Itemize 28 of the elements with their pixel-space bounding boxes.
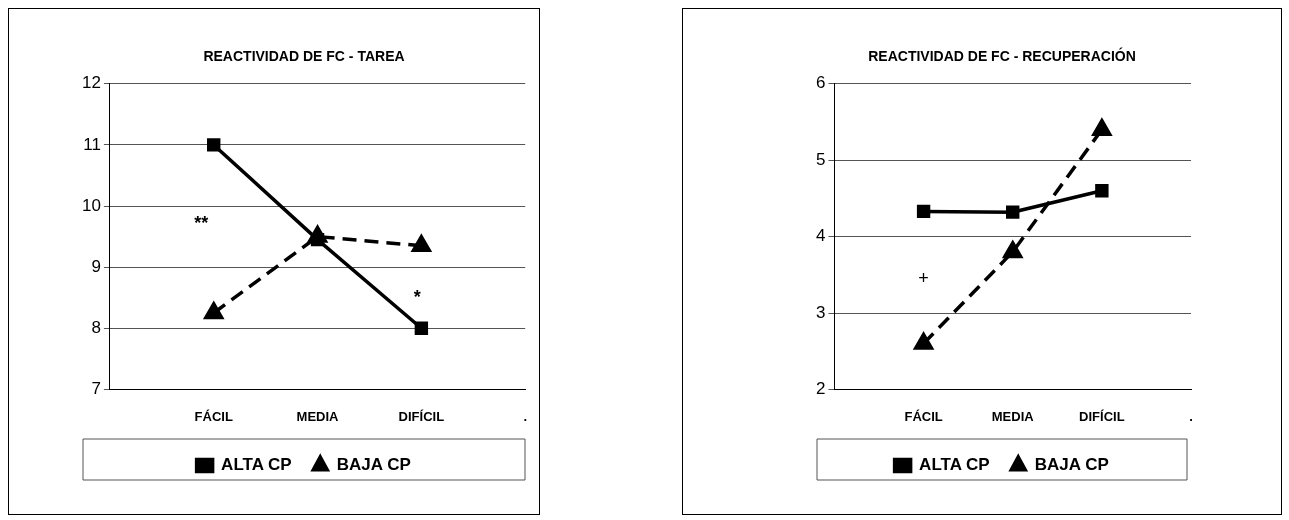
y-tick-label: 2 [815, 379, 826, 399]
x-tick-label: . [1189, 408, 1193, 424]
y-tick-label: 3 [815, 302, 826, 322]
legend-label: BAJA CP [336, 455, 411, 475]
legend-label: ALTA CP [221, 455, 292, 475]
x-tick-label: MEDIA [991, 408, 1035, 424]
x-tick-label: DIFÍCIL [398, 408, 445, 424]
chart-title: REACTIVIDAD DE FC - TAREA [203, 48, 405, 65]
x-tick-label: DIFÍCIL [1079, 408, 1125, 424]
annotation: + [918, 268, 929, 289]
chart-title: REACTIVIDAD DE FC - RECUPERACIÓN [868, 47, 1136, 65]
annotation: ** [194, 213, 209, 234]
y-tick-label: 9 [91, 256, 101, 276]
y-tick-label: 12 [81, 73, 101, 93]
y-tick-label: 6 [815, 73, 826, 93]
legend-label: BAJA CP [1034, 455, 1109, 475]
x-tick-label: FÁCIL [194, 408, 233, 424]
y-tick-label: 4 [815, 226, 826, 246]
x-tick-label: MEDIA [296, 408, 340, 424]
y-tick-label: 7 [91, 379, 101, 399]
x-tick-label: . [523, 408, 528, 424]
legend-label: ALTA CP [919, 455, 990, 475]
annotation: * [413, 286, 421, 307]
x-tick-label: FÁCIL [904, 408, 943, 424]
y-tick-label: 8 [91, 317, 101, 337]
y-tick-label: 10 [81, 195, 101, 215]
y-tick-label: 5 [815, 149, 826, 169]
y-tick-label: 11 [83, 134, 101, 154]
